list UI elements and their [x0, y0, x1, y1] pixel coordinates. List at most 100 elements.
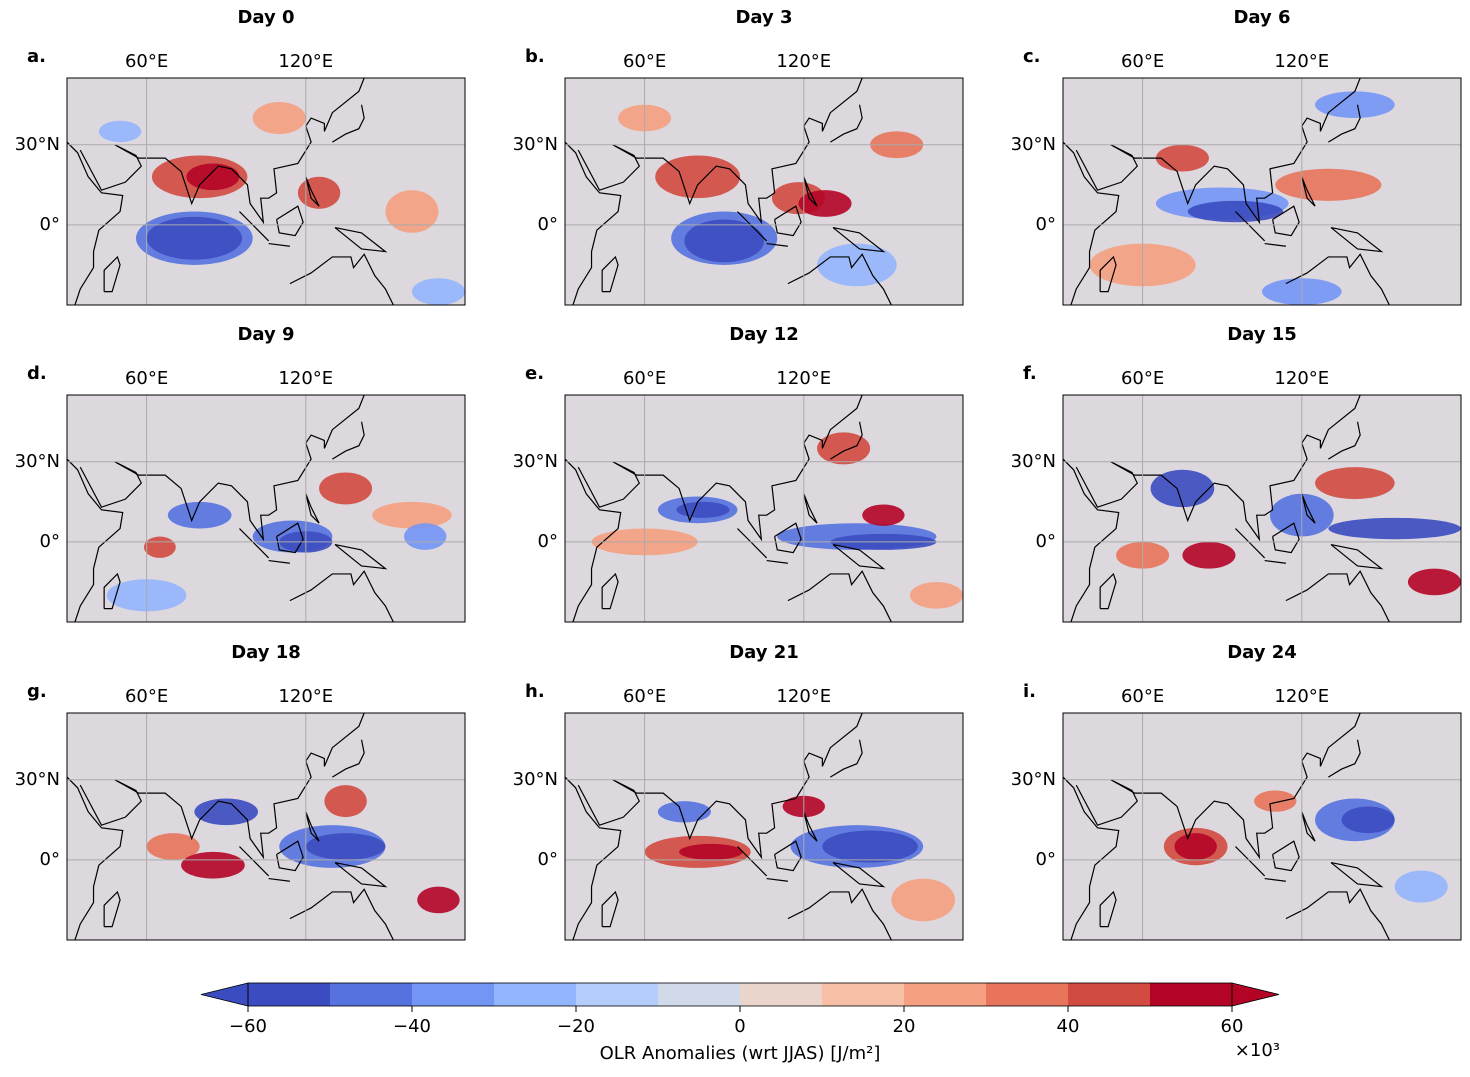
- map-panel: [1063, 78, 1461, 305]
- coastline: [289, 888, 394, 940]
- anomaly-field: [676, 501, 730, 518]
- map-frame: [1062, 712, 1462, 941]
- colorbar-extend-max: [1231, 982, 1280, 1007]
- panel-title: Day 9: [237, 324, 294, 345]
- panel-letter: c.: [1023, 46, 1041, 67]
- map-frame: [1062, 394, 1462, 623]
- coastline: [830, 739, 863, 778]
- colorbar-offset: ×10³: [1235, 1040, 1280, 1061]
- y-tick-label: 30°N: [513, 451, 558, 472]
- coastline: [1285, 570, 1390, 622]
- coastline: [1264, 242, 1286, 247]
- coastline: [774, 522, 802, 554]
- anomaly-field: [417, 886, 460, 914]
- anomaly-field: [146, 216, 243, 260]
- map-background: [565, 395, 963, 622]
- y-tick-label: 0°: [1036, 214, 1056, 235]
- coastline: [832, 543, 886, 570]
- coastline: [832, 861, 886, 888]
- colorbar-tick-label: −60: [229, 1016, 267, 1037]
- x-tick-label: 120°E: [278, 686, 333, 707]
- anomaly-field: [372, 501, 452, 529]
- map-panel: [565, 78, 963, 305]
- coastline: [766, 559, 788, 564]
- panel-title: Day 6: [1233, 7, 1290, 28]
- x-tick-label: 60°E: [623, 686, 666, 707]
- coastline: [803, 176, 818, 207]
- anomaly-field: [1155, 144, 1209, 172]
- colorbar-tick-label: −40: [393, 1016, 431, 1037]
- y-tick-label: 0°: [40, 214, 60, 235]
- map-panel: [565, 713, 963, 940]
- map-frame: [66, 394, 466, 623]
- anomaly-field: [1254, 790, 1297, 812]
- map-frame: [66, 712, 466, 941]
- x-tick-label: 60°E: [623, 368, 666, 389]
- panel-title: Day 12: [729, 324, 799, 345]
- coastline: [332, 739, 365, 778]
- coastline: [1285, 253, 1390, 305]
- x-tick-label: 120°E: [278, 51, 333, 72]
- anomaly-field: [1174, 833, 1217, 860]
- coastline: [601, 255, 619, 293]
- anomaly-field: [403, 523, 447, 550]
- colorbar-segment: [1068, 983, 1151, 1006]
- panel-letter: g.: [27, 681, 47, 702]
- y-tick-label: 0°: [538, 531, 558, 552]
- anomaly-field: [1394, 870, 1448, 903]
- colorbar-segment: [248, 983, 331, 1006]
- map-panel: [1063, 395, 1461, 622]
- x-tick-label: 120°E: [1274, 368, 1329, 389]
- anomaly-field: [305, 833, 386, 860]
- coastline: [1099, 890, 1117, 928]
- map-frame: [564, 77, 964, 306]
- anomaly-field: [822, 830, 918, 863]
- colorbar-segment: [576, 983, 659, 1006]
- map-panel: [1063, 713, 1461, 940]
- x-tick-label: 60°E: [623, 51, 666, 72]
- coastline: [774, 840, 802, 872]
- coastline: [830, 421, 863, 460]
- panel-title: Day 24: [1227, 642, 1297, 663]
- coastline: [1099, 255, 1117, 293]
- coastline: [334, 226, 388, 253]
- coastline: [332, 421, 365, 460]
- coastline: [114, 78, 365, 225]
- y-tick-label: 0°: [538, 849, 558, 870]
- anomaly-field: [385, 190, 439, 233]
- coastline: [67, 458, 124, 622]
- panel-letter: a.: [27, 46, 46, 67]
- anomaly-field: [817, 432, 871, 465]
- coastline: [1272, 205, 1300, 237]
- y-tick-label: 0°: [538, 214, 558, 235]
- colorbar-segment: [412, 983, 495, 1006]
- coastline: [601, 572, 619, 610]
- anomaly-field: [1275, 168, 1382, 201]
- coastline: [114, 395, 365, 542]
- map-background: [1063, 713, 1461, 940]
- coastline: [565, 458, 622, 622]
- map-frame: [564, 712, 964, 941]
- coastline: [565, 776, 622, 940]
- anomaly-field: [1341, 806, 1395, 834]
- panel-letter: b.: [525, 46, 545, 67]
- coastline: [1110, 713, 1361, 860]
- coastline: [332, 104, 365, 143]
- y-tick-label: 30°N: [15, 769, 60, 790]
- map-panel: [67, 395, 465, 622]
- x-tick-label: 60°E: [1121, 51, 1164, 72]
- coastline: [305, 811, 320, 842]
- y-tick-label: 30°N: [1011, 769, 1056, 790]
- coastline: [1264, 877, 1286, 882]
- coastline: [787, 888, 892, 940]
- x-tick-label: 60°E: [1121, 686, 1164, 707]
- map-frame: [66, 77, 466, 306]
- panel-letter: e.: [525, 363, 544, 384]
- coastline: [1110, 78, 1361, 225]
- map-panel: [67, 713, 465, 940]
- x-tick-label: 60°E: [125, 368, 168, 389]
- coastline: [787, 570, 892, 622]
- colorbar-segment: [1150, 983, 1233, 1006]
- coastline: [832, 226, 886, 253]
- map-background: [67, 713, 465, 940]
